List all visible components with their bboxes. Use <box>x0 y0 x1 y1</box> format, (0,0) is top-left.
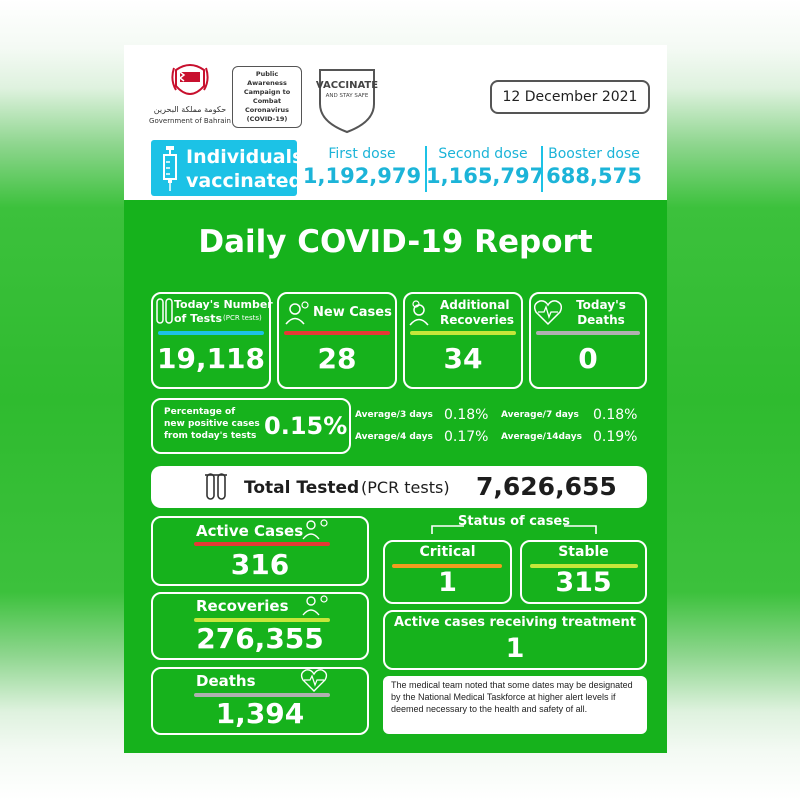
gov-name: Government of Bahrain <box>149 117 231 125</box>
recoveries-stat-box <box>403 292 523 389</box>
tests-label-line1: Today's Number <box>174 298 273 311</box>
deaths-total-value: 1,394 <box>215 697 305 730</box>
shield-icon <box>314 64 380 134</box>
positivity-label-line3: from today's tests <box>164 431 257 441</box>
critical-label: Critical <box>419 544 476 560</box>
recoveries-underline <box>410 331 516 335</box>
first-dose-label: First dose <box>328 146 396 162</box>
deaths-total-underline <box>194 693 330 697</box>
critical-box <box>383 540 512 604</box>
active-cases-value: 316 <box>230 548 290 581</box>
avg3-value: 0.18% <box>444 407 489 423</box>
new-cases-stat-box <box>277 292 397 389</box>
total-tested-label: Total Tested <box>244 478 360 498</box>
positivity-value: 0.15% <box>264 412 348 440</box>
treatment-value: 1 <box>505 633 525 664</box>
vaccination-label-line2: vaccinated <box>186 170 303 192</box>
vaccinate-title: VACCINATE <box>315 80 379 91</box>
note-box: The medical team noted that some dates m… <box>383 676 647 734</box>
date-box: 12 December 2021 <box>490 80 650 114</box>
booster-dose-label: Booster dose <box>548 146 640 162</box>
total-tested-value: 7,626,655 <box>476 472 617 501</box>
test-tubes-icon <box>205 472 227 502</box>
syringe-icon <box>158 144 182 192</box>
stable-underline <box>530 564 638 568</box>
deaths-label-line2: Deaths <box>577 313 625 327</box>
stable-label: Stable <box>558 544 609 560</box>
report-date: 12 December 2021 <box>502 89 638 105</box>
person-virus-icon <box>284 300 310 326</box>
total-tested-label-sub: (PCR tests) <box>361 478 450 497</box>
new-cases-label: New Cases <box>313 305 392 320</box>
avg14-value: 0.19% <box>593 429 638 445</box>
recoveries-total-underline <box>194 618 330 622</box>
positivity-label-line1: Percentage of <box>164 407 236 417</box>
vaccination-label-line1: Individuals <box>186 146 304 168</box>
recoveries-total-box <box>151 592 369 660</box>
avg4-label: Average/4 days <box>355 432 433 442</box>
first-dose-value: 1,192,979 <box>302 164 422 188</box>
tests-value: 19,118 <box>156 342 266 375</box>
divider <box>425 146 427 192</box>
active-cases-box <box>151 516 369 586</box>
active-cases-label: Active Cases <box>196 522 304 540</box>
avg14-label: Average/14days <box>501 432 582 442</box>
avg3-label: Average/3 days <box>355 410 433 420</box>
booster-dose-value: 688,575 <box>546 164 642 188</box>
new-cases-value: 28 <box>317 342 357 375</box>
vaccinate-subtitle: AND STAY SAFE <box>325 93 369 99</box>
bahrain-emblem-icon <box>170 60 210 104</box>
tests-underline <box>158 331 264 335</box>
critical-underline <box>392 564 502 568</box>
page-title: Daily COVID-19 Report <box>198 224 593 260</box>
recoveries-total-value: 276,355 <box>196 622 324 655</box>
heart-pulse-icon <box>533 298 563 326</box>
deaths-underline <box>536 331 640 335</box>
stable-value: 315 <box>555 567 612 598</box>
person-recovery-icon <box>408 300 434 326</box>
stable-box <box>520 540 647 604</box>
status-bracket <box>430 520 598 534</box>
deaths-stat-box <box>529 292 647 389</box>
person-virus-icon <box>300 518 330 540</box>
status-title: Status of cases <box>458 514 570 529</box>
tests-label-line2: of Tests <box>174 312 223 325</box>
second-dose-label: Second dose <box>438 146 528 162</box>
active-cases-underline <box>194 542 330 546</box>
test-tubes-icon <box>156 297 174 327</box>
critical-value: 1 <box>438 567 457 598</box>
recoveries-total-label: Recoveries <box>196 597 289 615</box>
avg7-label: Average/7 days <box>501 410 579 420</box>
person-recovery-icon <box>300 594 330 616</box>
deaths-value: 0 <box>578 342 598 375</box>
campaign-box: Public Awareness Campaign to Combat Coro… <box>232 66 302 128</box>
positivity-box <box>151 398 351 454</box>
campaign-text: Public Awareness Campaign to Combat Coro… <box>243 70 291 123</box>
deaths-total-box <box>151 667 369 735</box>
medical-note: The medical team noted that some dates m… <box>391 680 633 714</box>
heart-pulse-icon <box>300 668 328 692</box>
recoveries-value: 34 <box>443 342 483 375</box>
tests-stat-box <box>151 292 271 389</box>
deaths-label-line1: Today's <box>576 298 626 312</box>
gov-arabic-text: حكومة مملكة البحرين <box>153 105 227 114</box>
second-dose-value: 1,165,797 <box>426 164 545 188</box>
positivity-label-line2: new positive cases <box>164 419 260 429</box>
treatment-box <box>383 610 647 670</box>
treatment-label: Active cases receiving treatment <box>393 615 637 630</box>
recoveries-label-line2: Recoveries <box>440 313 515 327</box>
avg4-value: 0.17% <box>444 429 489 445</box>
recoveries-label-line1: Additional <box>440 298 510 312</box>
new-cases-underline <box>284 331 390 335</box>
divider <box>541 146 543 192</box>
tests-label-sub: (PCR tests) <box>223 314 262 322</box>
avg7-value: 0.18% <box>593 407 638 423</box>
total-tested-bar <box>151 466 647 508</box>
deaths-total-label: Deaths <box>196 672 256 690</box>
